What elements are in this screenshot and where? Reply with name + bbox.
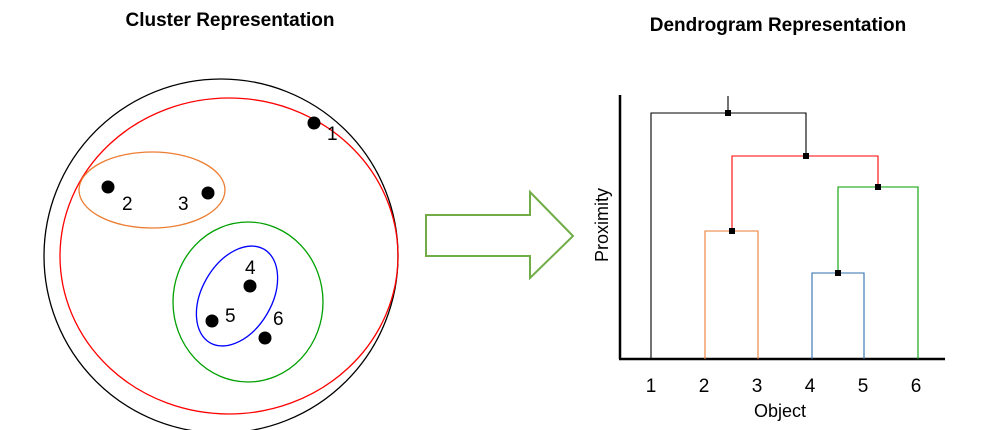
x-tick-label: 5 xyxy=(858,376,869,397)
merge-node-4-5 xyxy=(835,270,841,276)
x-tick-label: 6 xyxy=(911,376,922,397)
transform-arrow xyxy=(425,189,575,281)
link-2-3 xyxy=(704,230,759,359)
point-1-label: 1 xyxy=(327,124,338,145)
cluster-2-3-ellipse xyxy=(78,151,226,229)
point-3-label: 3 xyxy=(178,194,189,215)
link-4-5 xyxy=(811,272,865,359)
x-tick-label: 4 xyxy=(805,376,816,397)
point-6-marker xyxy=(258,331,272,345)
point-5-marker xyxy=(205,314,219,328)
point-2-label: 2 xyxy=(122,194,133,215)
point-5-label: 5 xyxy=(225,306,236,327)
cluster-4-5-6-ellipse xyxy=(172,221,324,383)
link-23-456 xyxy=(731,155,879,231)
point-4-label: 4 xyxy=(245,258,256,279)
dendrogram-title: Dendrogram Representation xyxy=(650,15,907,36)
cluster-title: Cluster Representation xyxy=(125,10,334,31)
merge-node-23-456 xyxy=(803,153,809,159)
merge-node-2-3 xyxy=(729,228,735,234)
point-3-marker xyxy=(201,186,215,200)
outer-boundary-circle xyxy=(43,78,399,430)
x-tick-label: 3 xyxy=(752,376,763,397)
x-tick-label: 1 xyxy=(646,376,657,397)
x-tick-label: 2 xyxy=(699,376,710,397)
link-root xyxy=(650,112,807,359)
dendrogram: 1 2 3 4 5 6 Object Proximity xyxy=(592,95,945,421)
cluster-4-5-ellipse xyxy=(195,245,279,347)
y-axis-label: Proximity xyxy=(592,188,612,262)
point-4-marker xyxy=(243,279,257,293)
point-1-marker xyxy=(307,116,321,130)
x-axis-label: Object xyxy=(754,401,806,421)
cluster-representation: 1 2 3 4 5 6 xyxy=(43,78,399,430)
cluster-all-ellipse xyxy=(59,97,399,415)
point-6-label: 6 xyxy=(273,309,284,330)
point-2-marker xyxy=(101,180,115,194)
merge-node-45-6 xyxy=(875,184,881,190)
merge-node-root xyxy=(725,110,731,116)
